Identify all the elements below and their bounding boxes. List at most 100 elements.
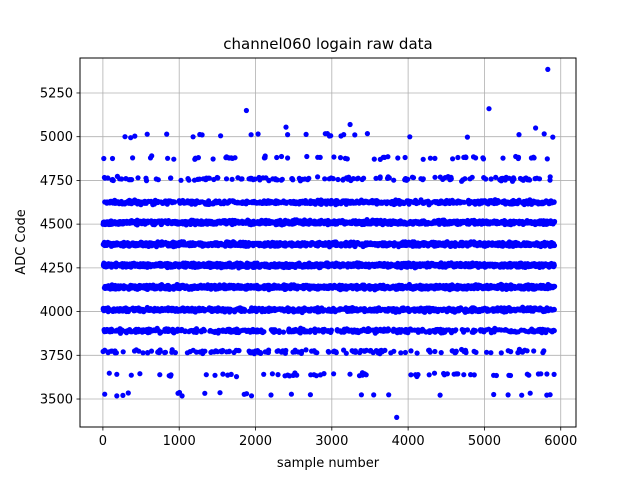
data-point [104,264,109,269]
data-point [335,263,340,268]
data-point [500,284,505,289]
data-point [140,285,145,290]
data-point [513,308,518,313]
data-point [226,327,231,332]
data-point [280,264,285,269]
data-point [463,310,468,315]
data-point [532,261,537,266]
data-point [362,309,367,314]
data-point [151,328,156,333]
data-point [540,285,545,290]
data-point [354,328,359,333]
data-point [391,349,396,354]
data-point [298,263,303,268]
data-point [101,349,106,354]
data-point [267,264,272,269]
data-point [266,348,271,353]
data-point [259,262,264,267]
data-point [353,307,358,312]
data-point [461,349,466,354]
data-point [221,329,226,334]
data-point [508,373,513,378]
data-point [345,262,350,267]
data-point [199,285,204,290]
data-point [403,350,408,355]
data-point [523,265,528,270]
data-point [494,285,499,290]
data-point [331,371,336,376]
data-point [429,284,434,289]
data-point [516,329,521,334]
data-point [333,309,338,314]
data-point [143,307,148,312]
data-point [234,330,239,335]
data-point [394,262,399,267]
data-point [370,284,375,289]
data-point [303,347,308,352]
data-point [449,330,454,335]
data-point [140,350,145,355]
data-point [114,372,119,377]
data-point [275,349,280,354]
data-point [445,371,450,376]
data-point [423,308,428,313]
data-point [204,285,209,290]
data-point [208,287,213,292]
data-point [453,264,458,269]
data-point [471,330,476,335]
data-point [226,262,231,267]
data-point [149,285,154,290]
data-point [550,329,555,334]
data-point [252,308,257,313]
data-point [175,391,180,396]
data-point [473,262,478,267]
data-point [413,262,418,267]
data-point [499,350,504,355]
data-point [265,308,270,313]
data-point [461,372,466,377]
data-point [291,373,296,378]
data-point [544,371,549,376]
data-point [472,349,477,354]
data-point [456,285,461,290]
data-point [314,373,319,378]
data-point [417,328,422,333]
data-point [363,263,368,268]
data-point [261,329,266,334]
data-point [481,329,486,334]
data-point [132,261,137,266]
data-point [235,307,240,312]
data-point [362,349,367,354]
data-point [432,371,437,376]
data-point [490,262,495,267]
data-point [210,329,215,334]
data-point [151,263,156,268]
data-point [484,350,489,355]
data-point [227,349,232,354]
data-point [379,328,384,333]
data-point [201,327,206,332]
data-point [317,285,322,290]
data-point [328,329,333,334]
data-point [286,328,291,333]
data-point [406,284,411,289]
data-point [415,351,420,356]
data-point [251,329,256,334]
data-point [225,373,230,378]
data-point [502,328,507,333]
data-point [436,307,441,312]
data-point [307,329,312,334]
data-point [114,393,119,398]
data-point [183,328,188,333]
data-point [386,264,391,269]
data-point [432,349,437,354]
data-point [102,392,107,397]
data-point [157,284,162,289]
data-point [384,328,389,333]
data-point [506,348,511,353]
data-point [532,306,537,311]
data-point [367,263,372,268]
data-point [450,348,455,353]
data-point [213,348,218,353]
